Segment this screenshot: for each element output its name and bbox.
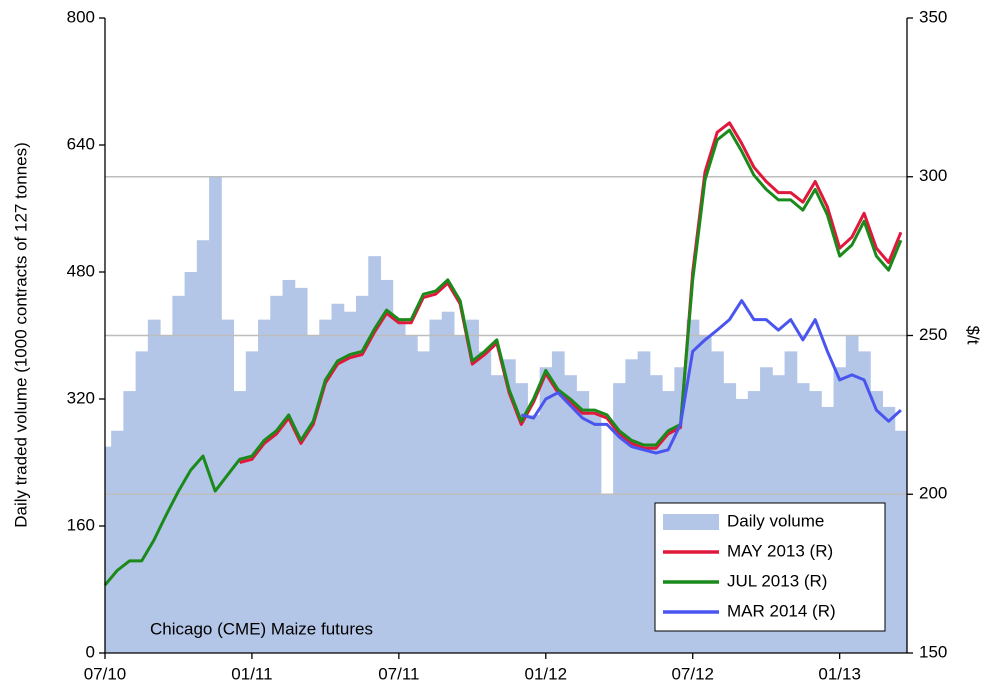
y-tick-label: 640 <box>67 134 95 153</box>
y-tick-label: 800 <box>67 7 95 26</box>
volume-bar <box>551 351 565 653</box>
volume-bar <box>564 375 577 653</box>
volume-bar <box>490 375 504 653</box>
volume-bar <box>588 414 602 653</box>
volume-bar <box>576 391 590 653</box>
volume-bar <box>282 279 296 653</box>
y2-tick-label: 250 <box>919 325 947 344</box>
volume-bar <box>172 295 186 653</box>
volume-bar <box>441 311 455 653</box>
volume-bar <box>368 256 381 653</box>
y-tick-label: 480 <box>67 261 95 280</box>
volume-bar <box>343 311 357 653</box>
price-line <box>520 299 902 455</box>
volume-bar <box>294 287 308 653</box>
y-tick-label: 320 <box>67 388 95 407</box>
y2-axis-title: $/t <box>964 326 983 345</box>
legend-label: Daily volume <box>727 511 824 530</box>
volume-bar <box>270 295 284 653</box>
y-tick-label: 0 <box>86 642 95 661</box>
x-tick-label: 07/12 <box>671 664 714 683</box>
volume-bar <box>135 351 149 653</box>
x-tick-label: 07/10 <box>84 664 127 683</box>
volume-bar <box>392 319 406 653</box>
volume-bar <box>209 176 222 653</box>
y2-tick-label: 200 <box>919 484 947 503</box>
volume-bar <box>221 319 235 653</box>
annotation: Chicago (CME) Maize futures <box>150 619 373 638</box>
volume-bar <box>196 240 210 653</box>
volume-bar <box>245 351 259 653</box>
volume-bar <box>380 279 394 653</box>
volume-bar <box>233 391 247 653</box>
volume-bar <box>258 319 271 653</box>
volume-bar <box>466 319 479 653</box>
price-line <box>239 121 903 464</box>
volume-bar <box>123 391 137 653</box>
volume-bar <box>882 406 896 653</box>
volume-bar <box>319 319 333 653</box>
y2-tick-label: 350 <box>919 7 947 26</box>
volume-bar <box>637 351 651 653</box>
legend-label: MAY 2013 (R) <box>727 541 833 560</box>
legend-label: MAR 2014 (R) <box>727 601 836 620</box>
x-tick-label: 01/13 <box>818 664 861 683</box>
legend-label: JUL 2013 (R) <box>727 571 827 590</box>
y-tick-label: 160 <box>67 515 95 534</box>
x-tick-label: 01/11 <box>231 664 272 683</box>
volume-bar <box>111 430 124 653</box>
volume-bar <box>105 446 112 653</box>
x-tick-label: 01/12 <box>525 664 568 683</box>
volume-bar <box>515 383 528 653</box>
volume-bar <box>894 430 908 653</box>
volume-bar <box>539 367 553 653</box>
y2-tick-label: 150 <box>919 642 947 661</box>
volume-bar <box>478 351 492 653</box>
volume-bar <box>331 303 345 653</box>
volume-bar <box>356 295 369 653</box>
volume-bar <box>527 414 541 653</box>
legend-swatch <box>663 514 719 530</box>
volume-bar <box>625 359 639 653</box>
volume-bar <box>417 351 430 653</box>
volume-bar <box>613 383 626 653</box>
volume-bar <box>600 494 614 653</box>
volume-bar <box>147 319 161 653</box>
x-tick-label: 07/11 <box>378 664 419 683</box>
y-axis-title: Daily traded volume (1000 contracts of 1… <box>11 142 30 528</box>
volume-bar <box>184 272 198 653</box>
volume-bar <box>429 319 443 653</box>
price-line <box>103 128 903 587</box>
volume-bar <box>502 359 516 653</box>
y2-tick-label: 300 <box>919 166 947 185</box>
